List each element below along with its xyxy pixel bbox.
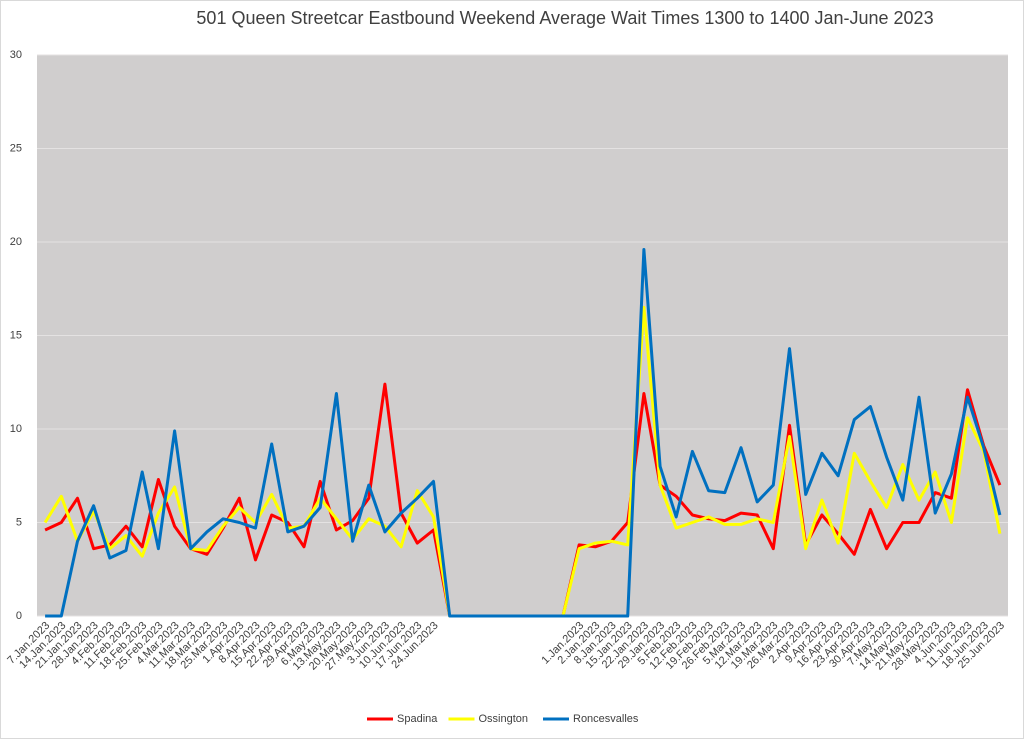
y-tick-label: 0 xyxy=(16,610,22,622)
y-tick-label: 30 xyxy=(10,49,22,61)
legend-label: Ossington xyxy=(479,713,529,725)
y-tick-label: 15 xyxy=(10,329,22,341)
legend-label: Roncesvalles xyxy=(573,713,639,725)
y-tick-label: 10 xyxy=(10,423,22,435)
y-tick-label: 25 xyxy=(10,142,22,154)
chart-title: 501 Queen Streetcar Eastbound Weekend Av… xyxy=(196,8,933,28)
y-tick-label: 5 xyxy=(16,516,22,528)
legend-label: Spadina xyxy=(397,713,438,725)
y-tick-label: 20 xyxy=(10,236,22,248)
series-line xyxy=(45,248,1002,618)
